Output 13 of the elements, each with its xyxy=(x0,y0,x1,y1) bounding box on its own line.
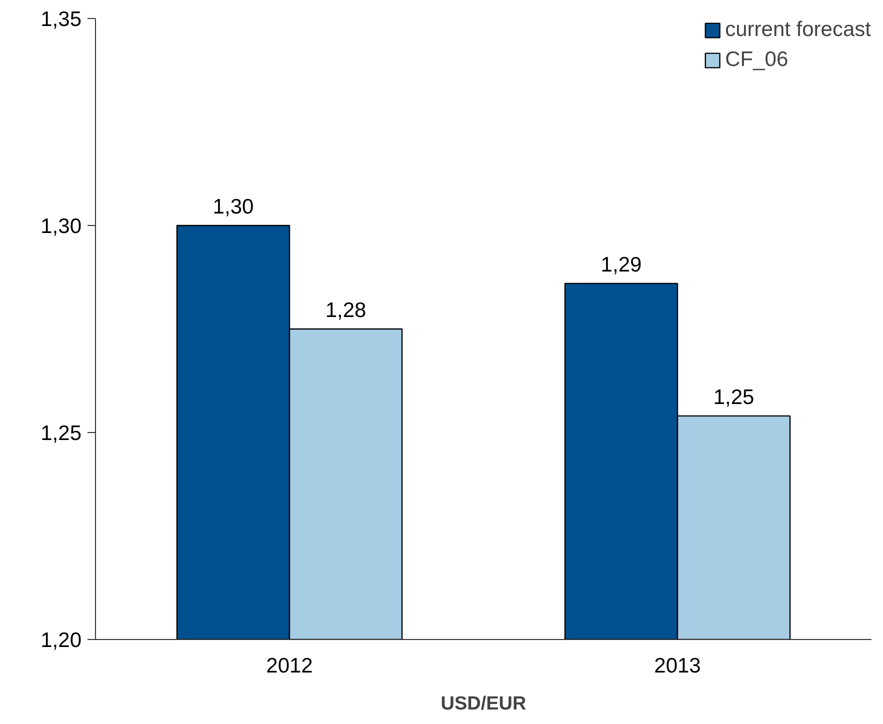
data-label: 1,25 xyxy=(713,386,754,409)
y-tick-label: 1,30 xyxy=(40,215,82,238)
y-tick-label: 1,25 xyxy=(40,422,82,445)
legend-label: CF_06 xyxy=(725,48,788,72)
data-label: 1,29 xyxy=(600,253,642,276)
data-label: 1,30 xyxy=(212,196,254,218)
data-label: 1,28 xyxy=(325,299,366,322)
x-tick-label: 2013 xyxy=(654,654,701,678)
x-axis-title: USD/EUR xyxy=(440,694,527,714)
y-tick-label: 1,20 xyxy=(40,629,82,652)
y-tick-label: 1,35 xyxy=(40,8,82,31)
legend-label: current forecast xyxy=(725,18,871,42)
x-tick-label: 2012 xyxy=(266,654,313,678)
